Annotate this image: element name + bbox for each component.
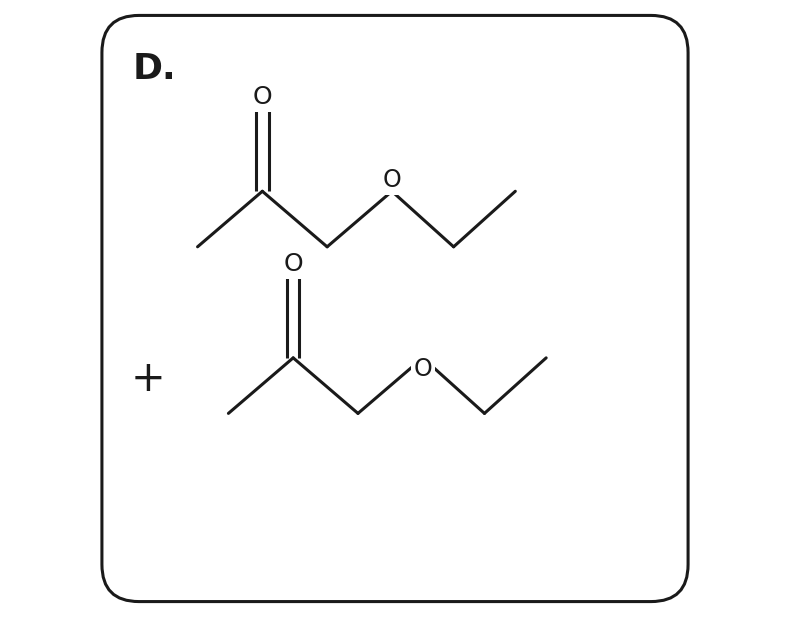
Text: O: O xyxy=(253,86,273,109)
Text: D.: D. xyxy=(133,52,176,86)
Text: +: + xyxy=(131,358,166,400)
Text: O: O xyxy=(413,357,432,381)
Text: O: O xyxy=(284,252,303,276)
FancyBboxPatch shape xyxy=(102,15,688,602)
Text: O: O xyxy=(382,168,401,192)
